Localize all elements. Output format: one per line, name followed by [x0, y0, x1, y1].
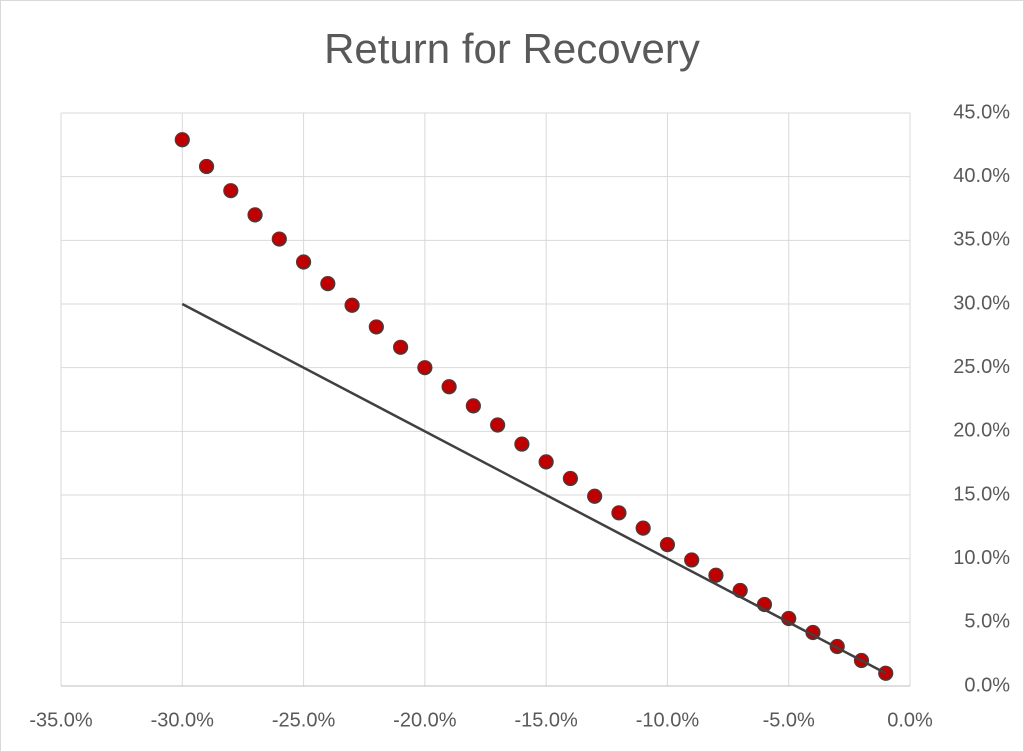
x-tick-label: -5.0%	[763, 709, 815, 731]
y-tick-label: 15.0%	[953, 483, 1010, 505]
scatter-point	[635, 520, 651, 536]
y-tick-label: 35.0%	[953, 229, 1010, 251]
scatter-point	[684, 552, 700, 568]
scatter-point	[708, 567, 724, 583]
scatter-point	[174, 132, 190, 148]
chart-title: Return for Recovery	[324, 25, 700, 72]
scatter-point	[393, 339, 409, 355]
scatter-point	[417, 360, 433, 376]
scatter-point	[295, 254, 312, 270]
line-series	[181, 302, 887, 675]
scatter-point	[514, 436, 530, 452]
x-tick-label: -20.0%	[393, 709, 457, 731]
scatter-point	[465, 398, 481, 414]
y-tick-label: 0.0%	[964, 674, 1010, 696]
y-tick-label: 30.0%	[953, 292, 1010, 314]
x-tick-label: -30.0%	[151, 709, 215, 731]
y-tick-label: 10.0%	[953, 547, 1010, 569]
scatter-point	[247, 207, 263, 223]
scatter-point	[490, 417, 506, 433]
scatter-point	[587, 488, 603, 504]
x-tick-label: -10.0%	[636, 709, 700, 731]
scatter-point	[223, 183, 239, 199]
scatter-point	[368, 319, 384, 335]
y-tick-label: 40.0%	[953, 165, 1010, 187]
scatter-point	[271, 231, 287, 247]
x-tick-label: 0.0%	[887, 709, 933, 731]
scatter-point	[198, 158, 215, 175]
scatter-point	[562, 470, 579, 487]
scatter-point	[538, 454, 554, 470]
y-tick-label: 5.0%	[964, 611, 1010, 633]
y-tick-label: 20.0%	[953, 420, 1010, 442]
scatter-point	[344, 297, 360, 313]
scatter-point	[441, 379, 457, 395]
scatter-point	[611, 505, 627, 521]
y-tick-label: 45.0%	[953, 101, 1010, 123]
scatter-point	[320, 276, 336, 292]
scatter-point	[659, 537, 676, 553]
x-tick-label: -25.0%	[272, 709, 336, 731]
x-tick-label: -15.0%	[514, 709, 578, 731]
y-tick-label: 25.0%	[953, 356, 1010, 378]
x-tick-label: -35.0%	[29, 709, 93, 731]
